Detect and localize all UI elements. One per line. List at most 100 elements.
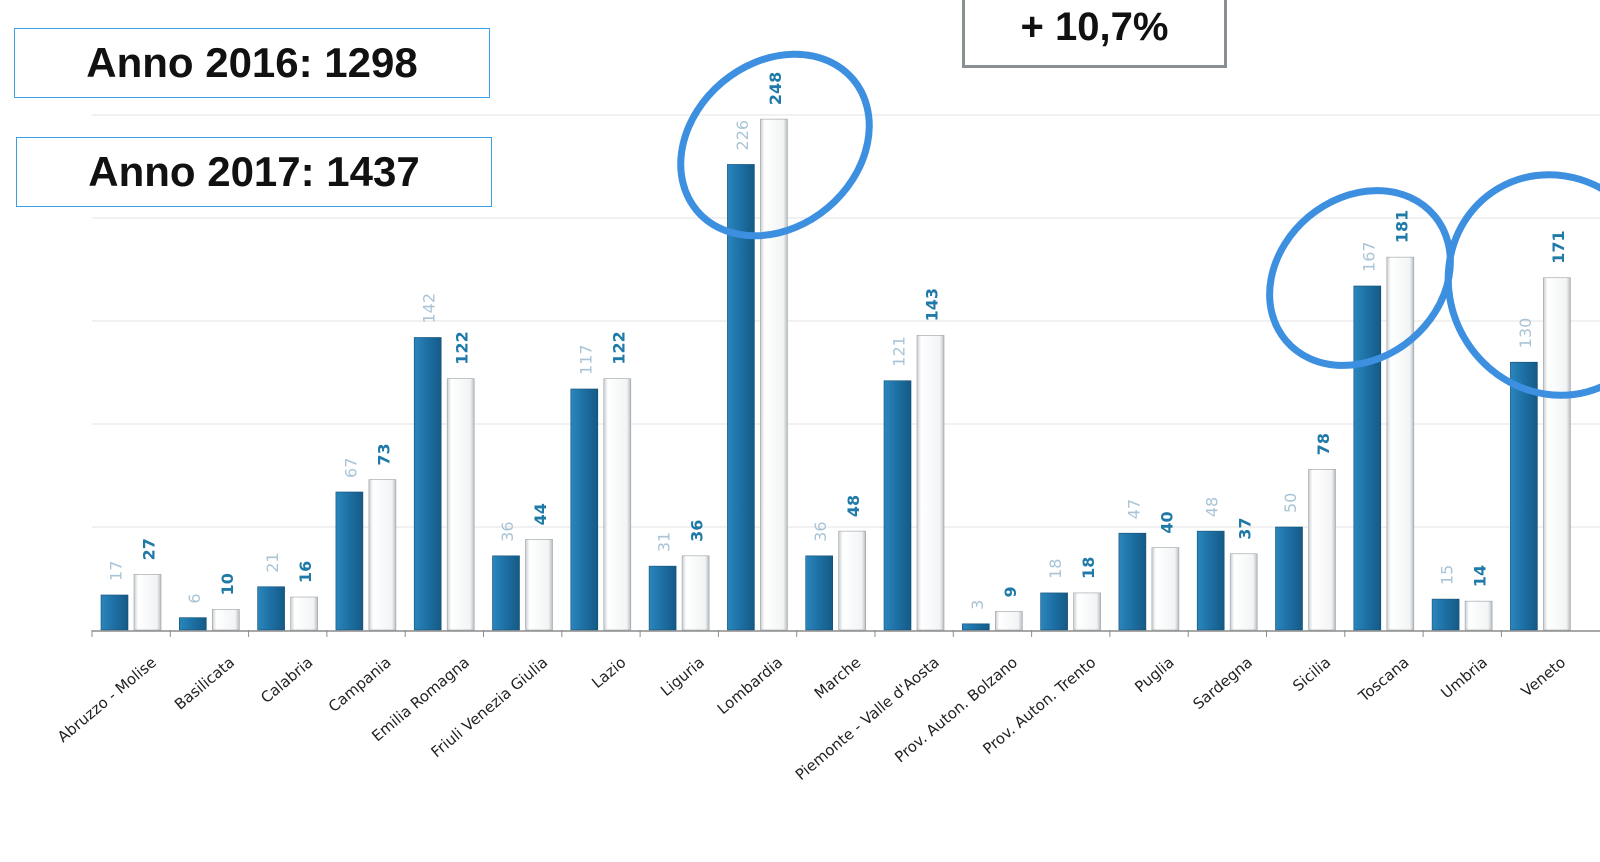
bar-2017-basilicata	[212, 609, 240, 631]
value-label-2016-sicilia: 50	[1281, 493, 1300, 513]
bar-2016-puglia	[1118, 532, 1147, 631]
year-2016-total-box: Anno 2016: 1298	[14, 28, 490, 98]
bar-2016-basilicata	[179, 617, 207, 631]
category-label-marche: Marche	[811, 653, 865, 702]
bar-2017-sicilia	[1308, 469, 1336, 631]
value-label-2016-emilia-romagna: 142	[420, 293, 439, 324]
value-label-2016-lazio: 117	[576, 344, 595, 375]
bar-2017-sardegna	[1229, 553, 1258, 631]
value-label-2016-friuli-venezia-giulia: 36	[498, 521, 517, 541]
bar-2017-prov-auton-trento	[1073, 592, 1101, 631]
highlight-circle-lombardia	[677, 50, 873, 240]
bar-2016-marche	[805, 555, 834, 631]
value-label-2017-sicilia: 78	[1314, 433, 1333, 455]
value-label-2016-piemonte-valle-d-aosta: 121	[890, 336, 909, 367]
bar-2016-lazio	[570, 388, 599, 631]
bar-2017-veneto	[1543, 277, 1571, 631]
bar-2017-abruzzo-molise	[133, 574, 162, 631]
value-label-2016-abruzzo-molise: 17	[107, 561, 126, 581]
chart-gridlines	[92, 114, 1600, 528]
bar-2017-toscana	[1386, 256, 1415, 631]
bar-2016-sardegna	[1196, 530, 1225, 631]
category-label-campania: Campania	[325, 653, 395, 716]
value-label-2016-basilicata: 6	[185, 593, 204, 603]
bar-2017-friuli-venezia-giulia	[525, 539, 553, 631]
bar-2017-emilia-romagna	[446, 378, 475, 631]
value-label-2016-calabria: 21	[263, 552, 282, 572]
bar-2017-calabria	[290, 596, 318, 631]
value-label-2017-marche: 48	[844, 495, 863, 517]
bar-2016-umbria	[1431, 598, 1460, 631]
bar-2016-liguria	[648, 565, 677, 631]
value-label-2017-lazio: 122	[609, 331, 628, 364]
category-label-calabria: Calabria	[257, 653, 316, 707]
category-label-toscana: Toscana	[1354, 653, 1412, 706]
highlight-circle-veneto	[1444, 171, 1600, 399]
bar-2017-lazio	[603, 378, 632, 631]
category-label-lazio: Lazio	[588, 653, 629, 692]
highlight-circle-toscana	[1266, 187, 1454, 369]
bar-2016-prov-auton-bolzano	[961, 623, 990, 631]
bar-2016-piemonte-valle-d-aosta	[883, 380, 912, 631]
value-label-2017-friuli-venezia-giulia: 44	[531, 503, 550, 525]
bar-2016-friuli-venezia-giulia	[492, 555, 520, 631]
value-label-2016-prov-auton-trento: 18	[1046, 559, 1065, 579]
value-label-2017-basilicata: 10	[218, 573, 237, 595]
bar-2016-prov-auton-trento	[1040, 592, 1068, 631]
category-label-basilicata: Basilicata	[171, 653, 238, 713]
category-label-piemonte-valle-d-aosta: Piemonte - Valle d'Aosta	[792, 653, 943, 784]
bar-2016-toscana	[1353, 285, 1382, 631]
value-label-2016-marche: 36	[811, 521, 830, 541]
year-2017-total-box: Anno 2017: 1437	[16, 137, 492, 207]
category-label-umbria: Umbria	[1437, 653, 1490, 702]
x-axis	[91, 630, 1600, 637]
category-label-puglia: Puglia	[1131, 653, 1177, 696]
bar-2017-prov-auton-bolzano	[994, 611, 1023, 631]
bar-2016-campania	[335, 491, 364, 631]
year-2017-total-label: Anno 2017: 1437	[88, 148, 420, 195]
highlight-circles	[677, 50, 1600, 399]
value-label-2016-sardegna: 48	[1203, 497, 1222, 517]
value-label-2016-puglia: 47	[1124, 499, 1143, 519]
value-label-2017-piemonte-valle-d-aosta: 143	[923, 288, 942, 321]
category-label-liguria: Liguria	[657, 653, 708, 700]
value-label-2016-lombardia: 226	[733, 120, 752, 151]
percentage-change-box: + 10,7%	[962, 0, 1227, 68]
value-label-2017-toscana: 181	[1392, 210, 1411, 243]
year-2016-total-label: Anno 2016: 1298	[86, 39, 418, 86]
value-label-2016-toscana: 167	[1359, 241, 1378, 272]
bar-2017-marche	[838, 530, 867, 631]
value-label-2017-calabria: 16	[296, 561, 315, 583]
bar-2017-piemonte-valle-d-aosta	[916, 335, 945, 631]
bar-2016-calabria	[257, 586, 285, 631]
value-label-2017-veneto: 171	[1549, 230, 1568, 263]
bar-2016-abruzzo-molise	[100, 594, 129, 631]
bar-2016-emilia-romagna	[413, 337, 442, 631]
x-axis-tick-labels: Abruzzo - Molise Basilicata Calabria Campan…	[54, 653, 1569, 784]
bar-2017-liguria	[681, 555, 710, 631]
value-label-2017-sardegna: 37	[1236, 518, 1255, 540]
value-label-2017-campania: 73	[374, 443, 393, 465]
value-label-2016-prov-auton-bolzano: 3	[968, 600, 987, 610]
value-label-2017-prov-auton-bolzano: 9	[1001, 586, 1020, 597]
value-label-2017-puglia: 40	[1157, 511, 1176, 533]
value-label-2017-emilia-romagna: 122	[453, 331, 472, 364]
value-label-2017-abruzzo-molise: 27	[140, 538, 159, 560]
value-label-2017-umbria: 14	[1471, 565, 1490, 587]
bar-2017-campania	[368, 479, 397, 631]
bar-2016-lombardia	[727, 164, 755, 631]
bar-2017-puglia	[1151, 547, 1180, 631]
bar-2016-sicilia	[1275, 526, 1303, 631]
category-label-sicilia: Sicilia	[1289, 653, 1334, 695]
value-label-2016-umbria: 15	[1438, 565, 1457, 585]
value-label-2016-campania: 67	[341, 458, 360, 478]
category-label-sardegna: Sardegna	[1190, 653, 1256, 713]
category-label-abruzzo-molise: Abruzzo - Molise	[54, 653, 160, 746]
value-label-2016-liguria: 31	[655, 532, 674, 552]
bar-2017-lombardia	[760, 118, 788, 631]
value-label-2017-prov-auton-trento: 18	[1079, 557, 1098, 579]
value-label-2017-lombardia: 248	[766, 72, 785, 105]
percentage-change-label: + 10,7%	[1020, 4, 1169, 49]
category-label-lombardia: Lombardia	[714, 653, 786, 718]
